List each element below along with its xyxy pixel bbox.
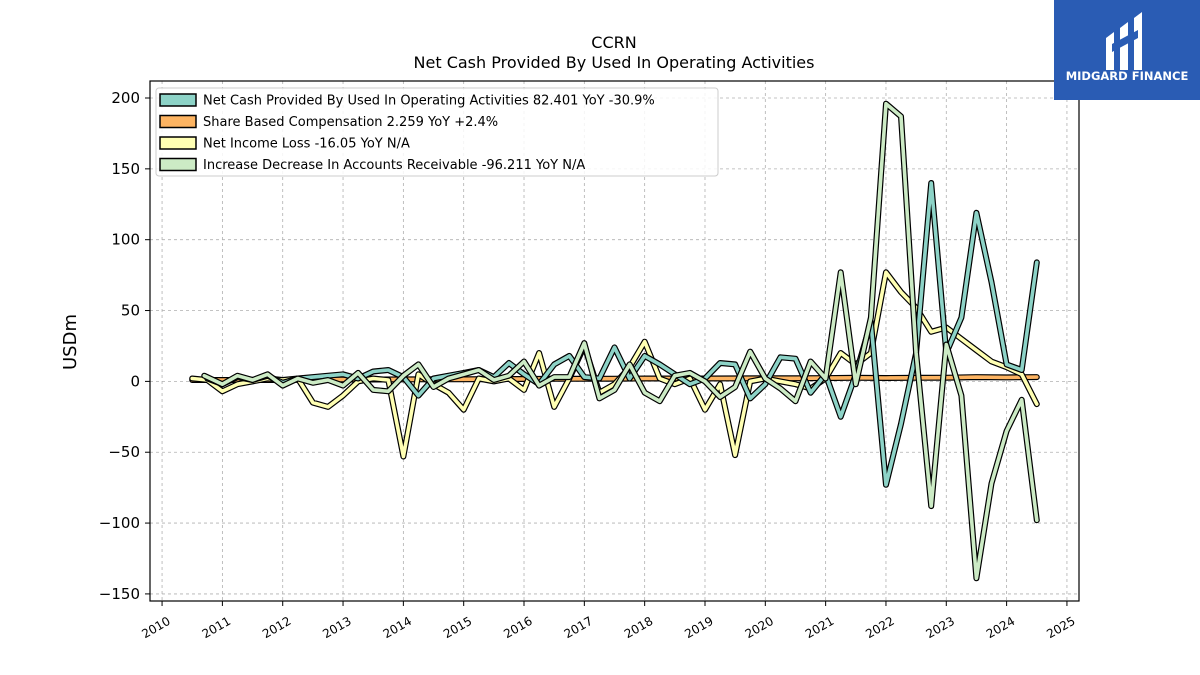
x-tick-label: 2025 [1044, 614, 1077, 641]
chart-title: CCRN [591, 33, 636, 52]
chart-subtitle: Net Cash Provided By Used In Operating A… [414, 53, 815, 72]
y-tick-label: −100 [99, 514, 140, 532]
x-tick-label: 2020 [743, 614, 776, 641]
legend-swatch [159, 157, 197, 172]
legend-entry: Net Cash Provided By Used In Operating A… [203, 94, 655, 109]
x-tick-label: 2015 [441, 614, 474, 641]
midgard-logo-icon [1106, 12, 1142, 70]
y-tick-label: 100 [111, 231, 140, 249]
x-tick-label: 2010 [139, 614, 172, 641]
y-tick-label: 150 [111, 160, 140, 178]
legend-box [155, 87, 719, 177]
x-tick-label: 2012 [260, 614, 293, 641]
y-tick-label: 200 [111, 89, 140, 107]
series-line [205, 181, 1039, 487]
x-tick-label: 2017 [562, 614, 595, 641]
y-tick-label: −150 [99, 585, 140, 603]
y-axis-label: USDm [60, 314, 81, 370]
x-tick-label: 2018 [622, 614, 655, 641]
y-tick-label: −50 [108, 443, 140, 461]
x-tick-label: 2023 [924, 614, 957, 641]
y-tick-label: 50 [121, 302, 140, 320]
x-tick-label: 2021 [803, 614, 836, 641]
series-layer [189, 100, 1040, 582]
x-tick-label: 2013 [320, 614, 353, 641]
x-tick-label: 2014 [381, 614, 414, 641]
legend: Net Cash Provided By Used In Operating A… [155, 87, 719, 177]
x-tick-label: 2022 [863, 614, 896, 641]
legend-entry: Increase Decrease In Accounts Receivable… [203, 158, 585, 173]
series-line [202, 101, 1039, 581]
x-axis: 2010 2011 2012 2013 2014 2015 2016 2017 2018 2019… [139, 601, 1078, 641]
legend-swatch [159, 114, 197, 129]
legend-entry: Share Based Compensation 2.259 YoY +2.4% [203, 115, 498, 130]
y-tick-label: 0 [130, 372, 140, 390]
x-tick-label: 2011 [200, 614, 233, 641]
legend-entry: Net Income Loss -16.05 YoY N/A [203, 137, 410, 152]
x-tick-label: 2024 [984, 614, 1017, 641]
y-axis: −150 −100 −50 0 50 100 150 200 [99, 89, 150, 603]
legend-swatch [159, 93, 197, 107]
x-tick-label: 2019 [682, 614, 715, 641]
brand-name: MIDGARD FINANCE [1066, 69, 1189, 83]
plot-frame [149, 80, 1080, 602]
brand-logo: MIDGARD FINANCE [1054, 0, 1200, 100]
legend-swatch [159, 136, 197, 150]
x-tick-label: 2016 [501, 614, 534, 641]
